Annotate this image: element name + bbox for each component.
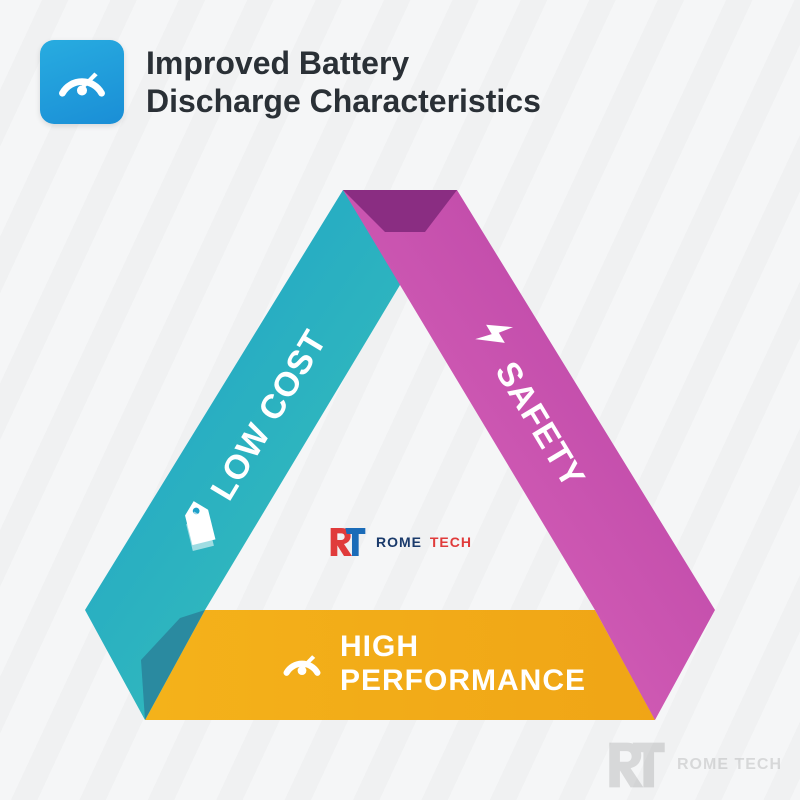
rt-mark-icon [605,738,669,792]
watermark: ROME TECH [605,738,782,792]
center-logo: ROME TECH [328,525,472,559]
rt-mark-icon [328,525,368,559]
watermark-text: ROME TECH [677,756,782,773]
header-icon-box [40,40,124,124]
triangle-infographic: HIGH PERFORMANCE LOW COST [85,190,715,750]
bottom-label-line1: HIGH [340,630,419,663]
header: Improved Battery Discharge Characteristi… [40,40,541,124]
triangle-side-bottom: HIGH PERFORMANCE [145,610,655,720]
bottom-label-line2: PERFORMANCE [340,664,586,697]
logo-text-secondary: TECH [430,534,472,550]
logo-text-primary: ROME [376,534,422,550]
gauge-icon [54,54,110,110]
page-title: Improved Battery Discharge Characteristi… [146,44,541,121]
